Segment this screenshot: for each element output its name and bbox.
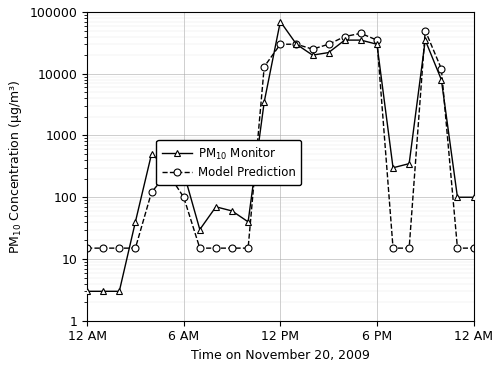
PM$_{10}$ Monitor <box>197 227 203 232</box>
Legend: PM$_{10}$ Monitor, Model Prediction: PM$_{10}$ Monitor, Model Prediction <box>156 139 302 185</box>
PM$_{10}$ Monitor <box>358 38 364 42</box>
Model Prediction <box>326 42 332 46</box>
PM$_{10}$ Monitor <box>148 152 154 156</box>
Model Prediction <box>116 246 122 250</box>
PM$_{10}$ Monitor <box>342 38 347 42</box>
PM$_{10}$ Monitor <box>84 289 90 293</box>
Model Prediction <box>148 190 154 194</box>
Model Prediction <box>132 246 138 250</box>
PM$_{10}$ Monitor <box>213 204 219 209</box>
PM$_{10}$ Monitor <box>470 195 476 200</box>
PM$_{10}$ Monitor <box>438 77 444 82</box>
Model Prediction <box>358 31 364 35</box>
PM$_{10}$ Monitor <box>310 53 316 57</box>
Model Prediction <box>342 34 347 39</box>
PM$_{10}$ Monitor <box>245 220 251 224</box>
PM$_{10}$ Monitor <box>390 166 396 170</box>
Model Prediction <box>406 246 412 250</box>
X-axis label: Time on November 20, 2009: Time on November 20, 2009 <box>191 349 370 362</box>
PM$_{10}$ Monitor <box>164 166 170 170</box>
Model Prediction <box>180 195 186 200</box>
PM$_{10}$ Monitor <box>229 209 235 213</box>
Model Prediction <box>229 246 235 250</box>
Model Prediction <box>294 42 300 46</box>
PM$_{10}$ Monitor <box>180 170 186 175</box>
Model Prediction <box>245 246 251 250</box>
Model Prediction <box>197 246 203 250</box>
PM$_{10}$ Monitor <box>100 289 106 293</box>
Y-axis label: PM$_{10}$ Concentration (μg/m³): PM$_{10}$ Concentration (μg/m³) <box>7 79 24 254</box>
Line: PM$_{10}$ Monitor: PM$_{10}$ Monitor <box>84 18 477 295</box>
PM$_{10}$ Monitor <box>374 42 380 46</box>
Model Prediction <box>374 38 380 42</box>
Model Prediction <box>100 246 106 250</box>
Model Prediction <box>438 67 444 71</box>
PM$_{10}$ Monitor <box>278 19 283 24</box>
Model Prediction <box>164 170 170 175</box>
PM$_{10}$ Monitor <box>454 195 460 200</box>
Model Prediction <box>390 246 396 250</box>
Model Prediction <box>261 65 267 69</box>
Model Prediction <box>278 42 283 46</box>
Line: Model Prediction: Model Prediction <box>84 27 477 252</box>
Model Prediction <box>454 246 460 250</box>
Model Prediction <box>470 246 476 250</box>
PM$_{10}$ Monitor <box>326 50 332 55</box>
PM$_{10}$ Monitor <box>294 42 300 46</box>
PM$_{10}$ Monitor <box>406 161 412 166</box>
Model Prediction <box>213 246 219 250</box>
Model Prediction <box>422 28 428 33</box>
PM$_{10}$ Monitor <box>116 289 122 293</box>
PM$_{10}$ Monitor <box>261 100 267 104</box>
PM$_{10}$ Monitor <box>422 38 428 42</box>
Model Prediction <box>84 246 90 250</box>
Model Prediction <box>310 47 316 51</box>
PM$_{10}$ Monitor <box>132 220 138 224</box>
